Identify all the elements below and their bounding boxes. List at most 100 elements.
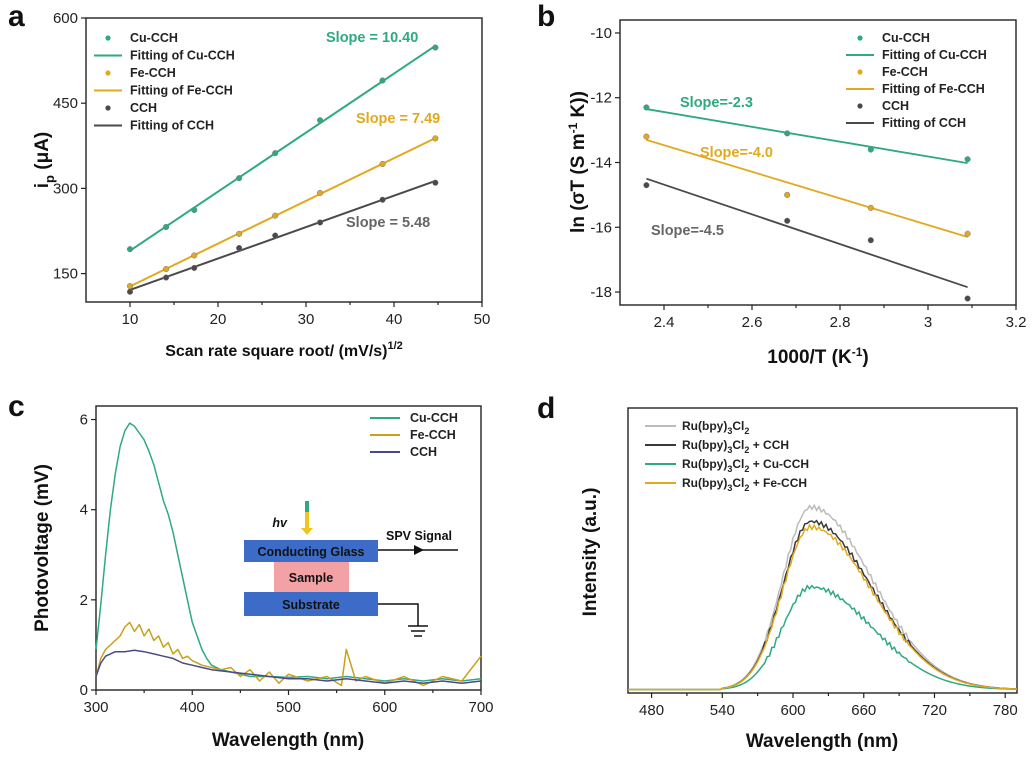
inset-conducting-glass-layer (244, 540, 378, 562)
x-tick-label: 2.4 (654, 314, 675, 331)
fit-line (646, 177, 968, 289)
data-point (379, 160, 386, 168)
fit-line (646, 108, 968, 165)
x-tick-label: 720 (922, 702, 947, 719)
legend-label: Fe-CCH (882, 65, 928, 79)
data-point (784, 130, 791, 137)
legend-label: Fe-CCH (130, 66, 176, 80)
data-point (126, 246, 134, 253)
data-point (236, 244, 243, 252)
legend-label-part: 3 (727, 483, 732, 493)
legend-marker (857, 35, 863, 41)
data-point (317, 117, 324, 124)
legend-label: CCH (410, 445, 437, 459)
data-point (643, 104, 650, 111)
data-point (236, 175, 243, 182)
data-point (379, 196, 386, 203)
legend-label: Cu-CCH (882, 31, 930, 45)
legend-fit-label: Fitting of Fe-CCH (130, 84, 233, 98)
legend-marker (857, 103, 863, 109)
slope-annotation: Slope = 10.40 (326, 30, 418, 46)
data-point (126, 283, 134, 290)
y-tick-label: -18 (590, 284, 612, 301)
series-line (628, 523, 1018, 691)
panel-d-chart: 480 540 600 660 720 780 Ru(bpy)3Cl2Ru(bpy)3Cl… (580, 407, 1018, 752)
series-line (95, 649, 482, 684)
legend-fit-label: Fitting of CCH (130, 119, 214, 133)
x-tick-label: 600 (781, 702, 806, 719)
panel-letter-b: b (537, 0, 555, 33)
panel-a-x-axis-title: Scan rate square root/ (mV/s)1/2 (165, 340, 403, 360)
x-tick-label: 20 (210, 311, 227, 328)
panel-d-y-axis-title: Intensity (a.u.) (580, 488, 601, 617)
legend-marker (105, 35, 111, 41)
y-tick-label: -14 (590, 155, 612, 172)
data-point (126, 288, 134, 295)
data-point (964, 230, 971, 237)
legend-label-part: + CCH (749, 438, 789, 452)
legend-label: Ru(bpy)3Cl2 + Fe-CCH (682, 476, 807, 493)
series-line (95, 422, 482, 682)
y-tick-label: 300 (53, 180, 78, 197)
data-point (163, 223, 170, 231)
data-point (432, 135, 439, 142)
data-point (964, 156, 971, 163)
series-line (628, 503, 1017, 691)
series-line (95, 621, 482, 687)
slope-annotation: Slope=-4.0 (700, 145, 773, 161)
legend-marker (105, 105, 111, 111)
fit-line (646, 138, 968, 238)
data-point (867, 204, 874, 211)
legend-label: Ru(bpy)3Cl2 + Cu-CCH (682, 457, 809, 474)
legend-label-part: Ru(bpy) (682, 438, 727, 452)
legend-label-part: 3 (727, 464, 732, 474)
legend-label-part: 2 (744, 483, 749, 493)
y-tick-label: 150 (53, 266, 78, 283)
inset-sample-label: Sample (289, 571, 334, 585)
x-tick-label: 40 (386, 311, 403, 328)
panel-d-plot-frame (627, 407, 1018, 694)
data-point (191, 264, 198, 271)
x-tick-label: 480 (639, 702, 664, 719)
legend-label: Cu-CCH (410, 411, 458, 425)
x-tick-label: 2.8 (830, 314, 851, 331)
inset-substrate-label: Substrate (282, 598, 340, 612)
legend-fit-label: Fitting of Cu-CCH (882, 48, 987, 62)
data-point (643, 133, 650, 140)
inset-sample-layer (274, 562, 349, 592)
y-tick-label: 0 (80, 682, 88, 699)
ground-wire (378, 603, 419, 626)
y-tick-label: 450 (53, 95, 78, 112)
data-point (643, 182, 650, 189)
legend-label: Ru(bpy)3Cl2 + CCH (682, 438, 789, 455)
legend-label-part: Ru(bpy) (682, 457, 727, 471)
x-tick-label: 780 (993, 702, 1018, 719)
y-tick-label: 6 (80, 412, 88, 429)
series-line (628, 584, 1017, 691)
spv-setup-inset: hv Conducting Glass Sample Substrate SPV… (244, 501, 458, 637)
data-point (867, 237, 874, 244)
x-tick-label: 30 (298, 311, 315, 328)
data-point (317, 219, 324, 226)
slope-annotation: Slope=-4.5 (651, 223, 724, 239)
data-point (236, 230, 243, 237)
panel-letter-c: c (8, 390, 25, 423)
fit-line (129, 180, 436, 291)
series-line (628, 519, 1018, 691)
legend-label-part: 3 (727, 445, 732, 455)
x-tick-label: 3.2 (1006, 314, 1027, 331)
panel-b-plot-frame (619, 19, 1017, 306)
x-tick-label: 500 (276, 699, 301, 716)
panel-c-y-axis-title: Photovoltage (mV) (32, 464, 53, 632)
legend-fit-label: Fitting of CCH (882, 116, 966, 130)
legend-label: Cu-CCH (130, 31, 178, 45)
y-tick-label: 4 (80, 502, 88, 519)
panel-a-chart: 10 20 30 40 50 150 300 450 600 Cu-CCH Fitting of … (32, 10, 490, 360)
legend-label-part: 2 (744, 426, 749, 436)
x-tick-label: 3 (924, 314, 932, 331)
slope-annotation: Slope = 5.48 (346, 215, 430, 231)
x-tick-label: 2.6 (742, 314, 763, 331)
inset-conducting-glass-label: Conducting Glass (258, 545, 365, 559)
x-tick-label: 400 (180, 699, 205, 716)
